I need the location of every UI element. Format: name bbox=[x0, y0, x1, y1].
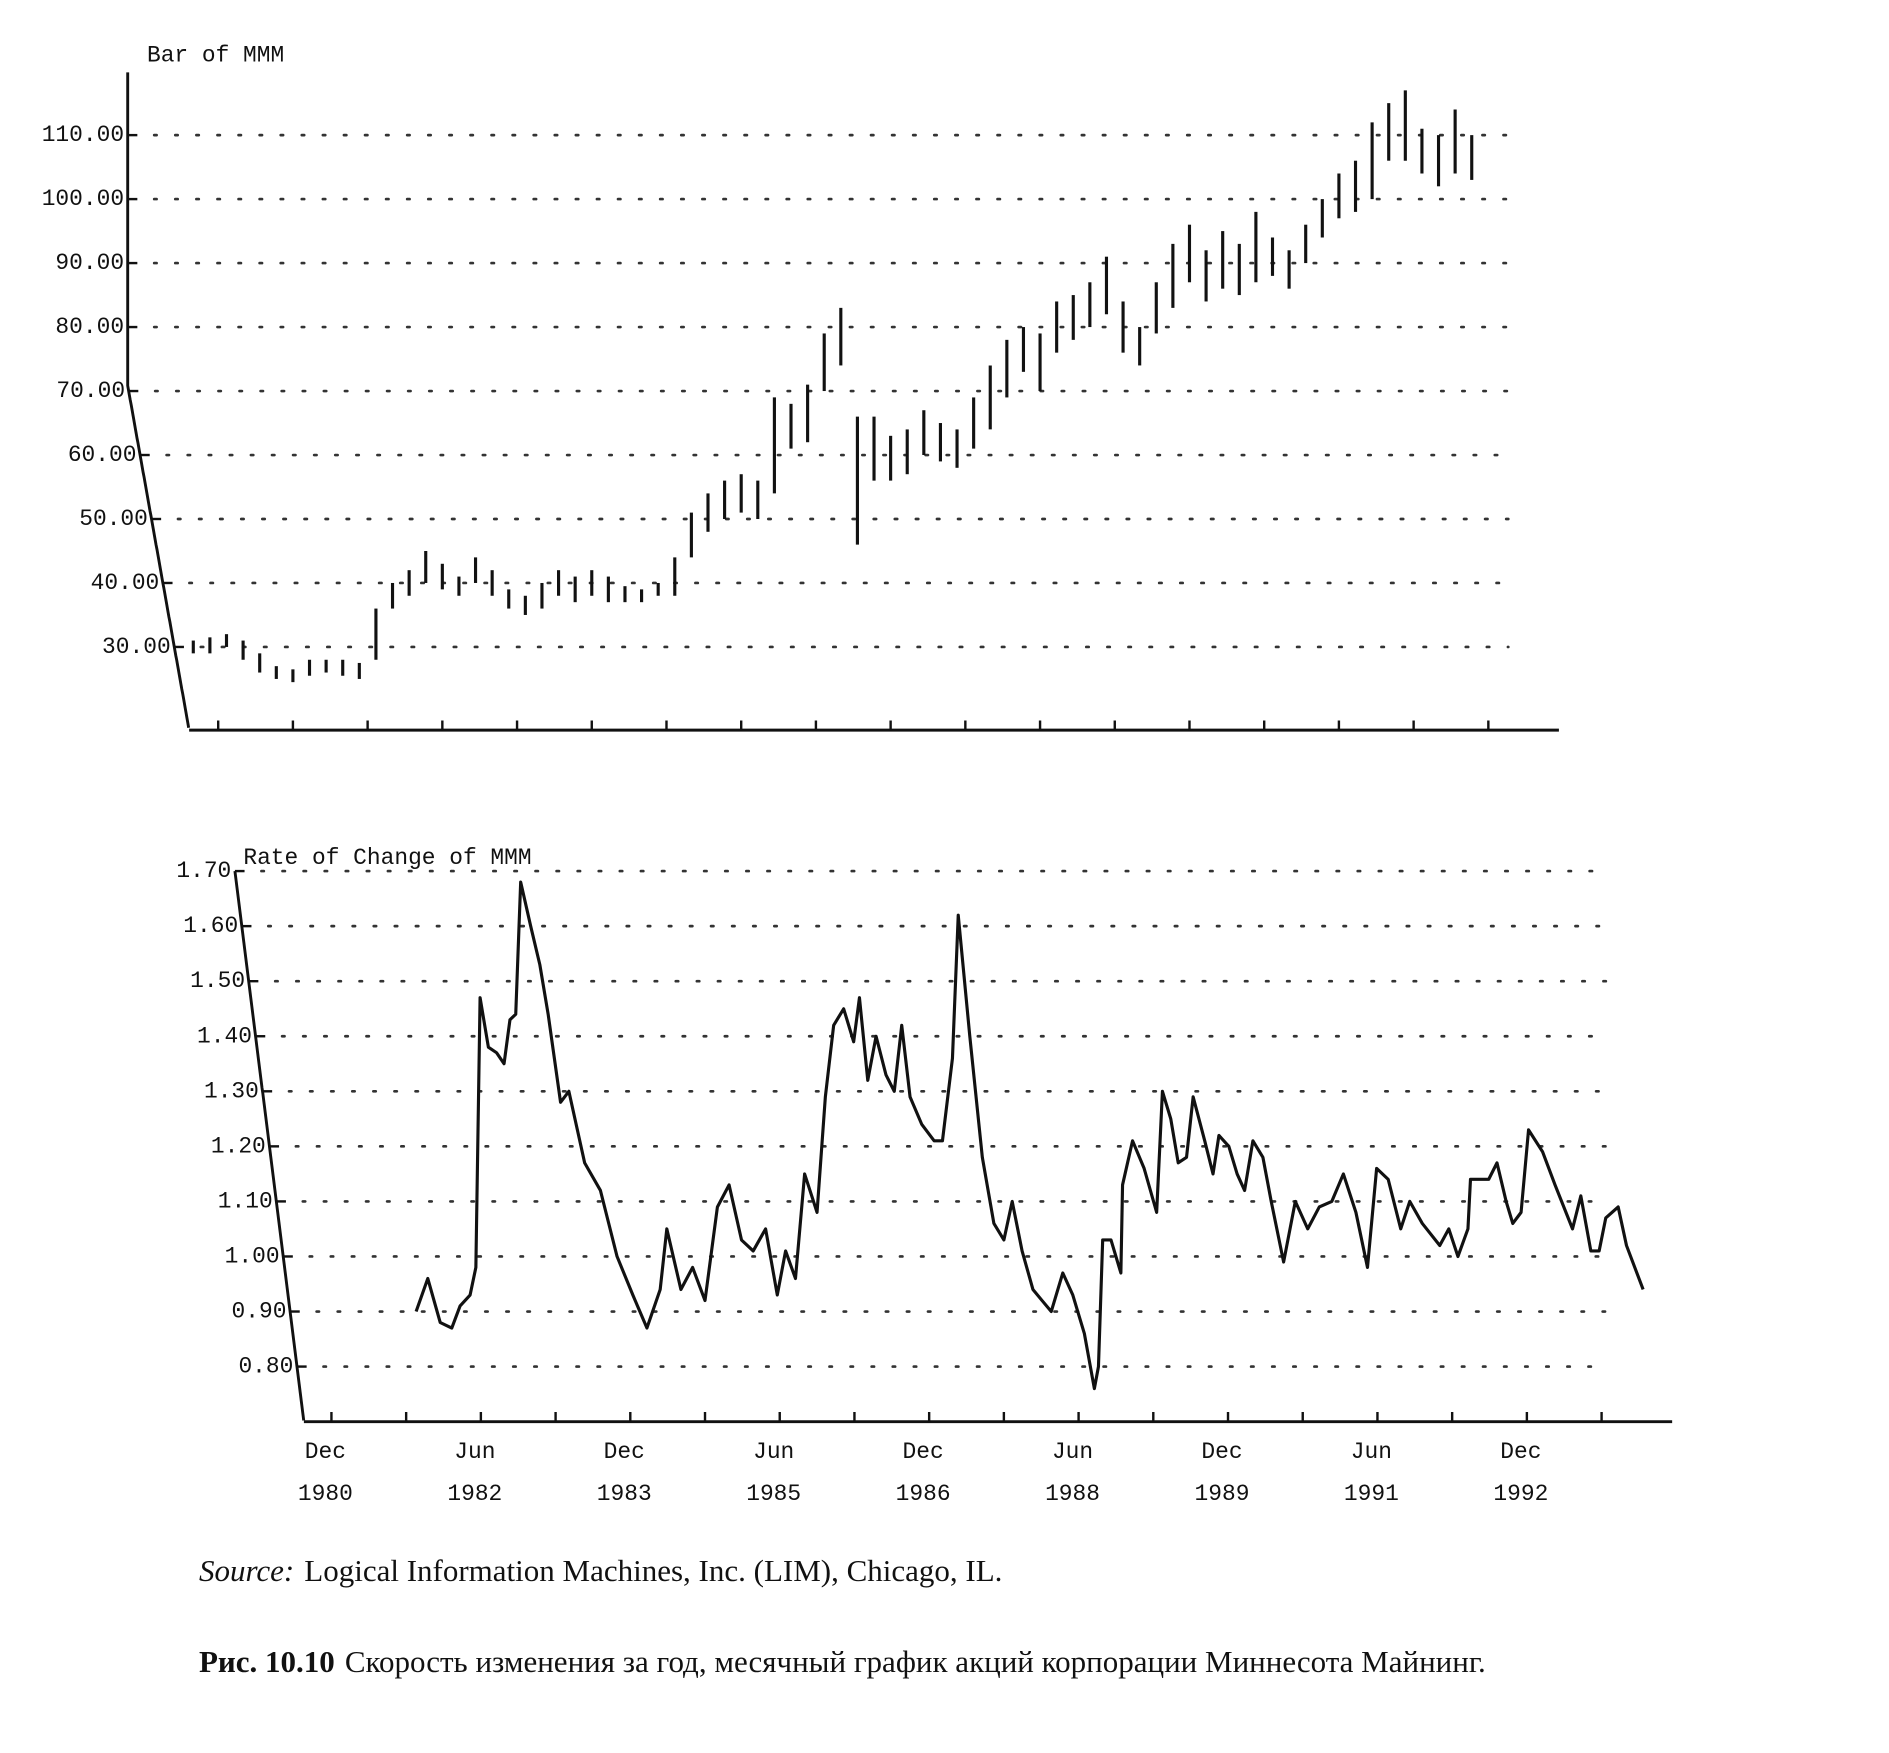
y-tick-label: 80.00 bbox=[55, 314, 124, 340]
x-tick-label-box: Jun 1988 bbox=[1045, 1438, 1101, 1508]
x-tick-label: Dec 1983 bbox=[596, 1438, 652, 1508]
y-tick-label: 0.80 bbox=[238, 1354, 293, 1380]
y-tick-label: 70.00 bbox=[56, 378, 125, 404]
y-tick-label: 110.00 bbox=[42, 122, 124, 148]
x-tick-label-box: Jun 1982 bbox=[447, 1438, 503, 1508]
figure-caption: Рис. 10.10 Скорость изменения за год, мес… bbox=[199, 1640, 1865, 1683]
y-tick-label: 40.00 bbox=[91, 570, 160, 596]
source-text: Logical Information Machines, Inc. (LIM)… bbox=[304, 1553, 1003, 1588]
y-tick-label: 1.60 bbox=[183, 913, 238, 939]
y-tick-label: 100.00 bbox=[42, 186, 124, 212]
y-tick-label: 50.00 bbox=[79, 506, 148, 532]
y-tick-label: 1.20 bbox=[211, 1133, 266, 1159]
chart-title: Bar of MMM bbox=[147, 43, 284, 69]
x-tick-label-box: Jun 1991 bbox=[1343, 1438, 1399, 1508]
caption-text: Скорость изменения за год, месячный граф… bbox=[344, 1644, 1486, 1679]
x-tick-label-box: Dec 1983 bbox=[596, 1438, 652, 1508]
y-tick-label: 60.00 bbox=[68, 442, 137, 468]
caption-label: Рис. 10.10 bbox=[199, 1644, 335, 1679]
x-tick-label: Jun 1985 bbox=[746, 1438, 802, 1508]
x-tick-label-box: Dec 1980 bbox=[297, 1438, 353, 1508]
x-tick-label: Jun 1982 bbox=[447, 1438, 503, 1508]
y-tick-label: 30.00 bbox=[102, 634, 171, 660]
y-tick-label: 1.30 bbox=[204, 1078, 259, 1104]
y-tick-label: 90.00 bbox=[55, 250, 124, 276]
x-tick-label: Dec 1989 bbox=[1194, 1438, 1250, 1508]
y-tick-label: 1.50 bbox=[190, 968, 245, 994]
x-tick-label-box: Dec 1992 bbox=[1493, 1438, 1549, 1508]
source-label: Source: bbox=[199, 1553, 295, 1588]
y-tick-label: 1.40 bbox=[197, 1023, 252, 1049]
x-tick-label-box: Dec 1986 bbox=[895, 1438, 951, 1508]
chart-title: Rate of Change of MMM bbox=[243, 845, 531, 871]
x-tick-label: Dec 1992 bbox=[1493, 1438, 1549, 1508]
y-tick-label: 0.90 bbox=[232, 1299, 287, 1325]
x-tick-label-box: Jun 1985 bbox=[746, 1438, 802, 1508]
y-tick-label: 1.10 bbox=[218, 1188, 273, 1214]
rate-line bbox=[414, 880, 1645, 1391]
y-axis bbox=[233, 870, 306, 1421]
source-note: Source: Logical Information Machines, Inc… bbox=[199, 1553, 1002, 1589]
x-tick-label-box: Dec 1989 bbox=[1194, 1438, 1250, 1508]
x-tick-label: Jun 1988 bbox=[1045, 1438, 1101, 1508]
y-tick-label: 1.00 bbox=[225, 1244, 280, 1270]
x-tick-label: Dec 1986 bbox=[895, 1438, 951, 1508]
y-tick-label: 1.70 bbox=[176, 858, 231, 884]
x-tick-label: Jun 1991 bbox=[1343, 1438, 1399, 1508]
y-axis bbox=[126, 72, 191, 728]
x-tick-label: Dec 1980 bbox=[297, 1438, 353, 1508]
